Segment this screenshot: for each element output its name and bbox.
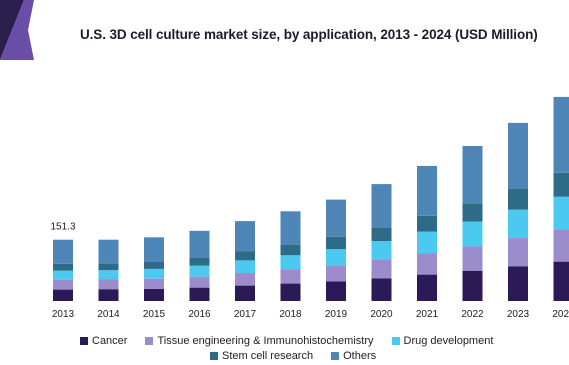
bar-2020-others <box>371 184 392 228</box>
bar-2018-others <box>280 211 301 245</box>
bar-2024-drug-development <box>553 196 569 230</box>
x-tick-label-2021: 2021 <box>416 309 439 320</box>
legend-swatch-drug-development <box>391 337 400 345</box>
legend-item-tissue-engineering-immunohistochemistry: Tissue engineering & Immunohistochemistr… <box>145 334 374 348</box>
bar-2016-others <box>189 230 210 258</box>
legend-item-drug-development: Drug development <box>391 334 494 348</box>
x-tick-label-2022: 2022 <box>461 309 484 320</box>
x-tick-label-2024: 2024 <box>552 309 569 320</box>
title-banner-accent <box>0 0 34 60</box>
legend-swatch-stem-cell-research <box>210 352 218 360</box>
bar-2023-cancer <box>508 266 528 301</box>
bar-2022-tissue-engineering-immunohistochemistry <box>462 246 483 271</box>
bar-2014-others <box>98 239 119 264</box>
bar-2015-cancer <box>144 288 164 301</box>
bar-2015-stem-cell-research <box>144 261 164 269</box>
bar-2017-stem-cell-research <box>235 251 255 261</box>
legend-label-drug-development: Drug development <box>403 335 494 347</box>
bar-2019-drug-development <box>326 249 346 266</box>
bar-2013-drug-development <box>53 270 73 280</box>
legend-label-cancer: Cancer <box>92 335 128 347</box>
legend-swatch-cancer <box>80 337 88 345</box>
stacked-bar-chart: 2013 151.3 2014 2015 2016 2017 2018 2019 2020 202… <box>50 96 569 320</box>
banner-accent-light <box>0 0 34 60</box>
legend-item-cancer: Cancer <box>80 334 127 348</box>
bar-2024-stem-cell-research <box>553 172 569 197</box>
bar-2020-cancer <box>371 278 392 301</box>
legend-row: Cancer Tissue engineering & Immunohistoch… <box>80 334 511 348</box>
legend-label-tissue-engineering-immunohistochemistry: Tissue engineering & Immunohistochemistr… <box>157 335 374 347</box>
bar-2014-drug-development <box>98 270 119 280</box>
bar-2023-drug-development <box>508 209 528 239</box>
bar-2015-drug-development <box>144 268 164 279</box>
bar-2021-stem-cell-research <box>417 215 437 232</box>
bar-2014-stem-cell-research <box>98 263 119 271</box>
x-tick-label-2017: 2017 <box>234 309 257 320</box>
x-tick-label-2023: 2023 <box>507 309 530 320</box>
bar-2019-stem-cell-research <box>326 236 346 250</box>
bar-2016-cancer <box>189 287 210 301</box>
bar-2013-tissue-engineering-immunohistochemistry <box>53 279 73 290</box>
bar-2015-others <box>144 237 164 262</box>
bar-2018-drug-development <box>280 255 301 270</box>
bar-2021-others <box>417 165 437 216</box>
bar-2020-stem-cell-research <box>371 227 392 241</box>
bar-2019-tissue-engineering-immunohistochemistry <box>326 265 346 282</box>
bar-2021-tissue-engineering-immunohistochemistry <box>417 253 437 275</box>
legend-label-stem-cell-research: Stem cell research <box>222 350 314 362</box>
x-tick-label-2018: 2018 <box>279 309 302 320</box>
bar-2013-cancer <box>53 289 73 301</box>
bar-2018-stem-cell-research <box>280 244 301 256</box>
bar-2023-tissue-engineering-immunohistochemistry <box>508 238 528 267</box>
x-tick-label-2015: 2015 <box>143 309 166 320</box>
bar-2024-cancer <box>553 261 569 301</box>
bar-2022-cancer <box>462 271 483 301</box>
chart-title: U.S. 3D cell culture market size, by app… <box>80 27 538 42</box>
x-tick-label-2014: 2014 <box>97 309 120 320</box>
bar-2022-others <box>462 146 483 204</box>
bar-2023-stem-cell-research <box>508 188 528 210</box>
value-annotation-2013: 151.3 <box>50 222 75 233</box>
bar-2024-tissue-engineering-immunohistochemistry <box>553 229 569 262</box>
bar-2021-drug-development <box>417 231 437 254</box>
bar-2018-tissue-engineering-immunohistochemistry <box>280 269 301 284</box>
bar-2019-cancer <box>326 281 346 301</box>
bar-2017-tissue-engineering-immunohistochemistry <box>235 273 255 286</box>
bar-2019-others <box>326 199 346 237</box>
bar-2020-tissue-engineering-immunohistochemistry <box>371 259 392 279</box>
bar-2016-tissue-engineering-immunohistochemistry <box>189 276 210 288</box>
bar-2013-stem-cell-research <box>53 263 73 271</box>
bar-2015-tissue-engineering-immunohistochemistry <box>144 278 164 289</box>
legend-item-stem-cell-research: Stem cell research <box>210 349 313 363</box>
bar-2016-stem-cell-research <box>189 257 210 266</box>
bar-2018-cancer <box>280 283 301 301</box>
bar-2014-tissue-engineering-immunohistochemistry <box>98 279 119 290</box>
bar-2022-stem-cell-research <box>462 203 483 222</box>
legend-label-others: Others <box>343 350 377 362</box>
legend-swatch-others <box>331 352 340 360</box>
bar-2022-drug-development <box>462 221 483 247</box>
x-tick-label-2016: 2016 <box>188 309 211 320</box>
bar-2017-cancer <box>235 285 255 301</box>
x-tick-label-2013: 2013 <box>52 309 75 320</box>
x-tick-label-2020: 2020 <box>370 309 393 320</box>
bar-2024-others <box>553 96 569 173</box>
legend-row: Stem cell research Others <box>210 349 394 363</box>
bar-2016-drug-development <box>189 265 210 277</box>
legend-swatch-tissue-engineering-immunohistochemistry <box>145 337 154 345</box>
bar-2017-others <box>235 221 255 252</box>
bar-2020-drug-development <box>371 240 392 260</box>
bar-2014-cancer <box>98 289 119 301</box>
bar-2021-cancer <box>417 274 437 301</box>
bar-2023-others <box>508 122 528 189</box>
legend-item-others: Others <box>331 349 376 363</box>
bar-2013-others <box>53 239 73 264</box>
bar-2017-drug-development <box>235 260 255 273</box>
x-tick-label-2019: 2019 <box>325 309 348 320</box>
